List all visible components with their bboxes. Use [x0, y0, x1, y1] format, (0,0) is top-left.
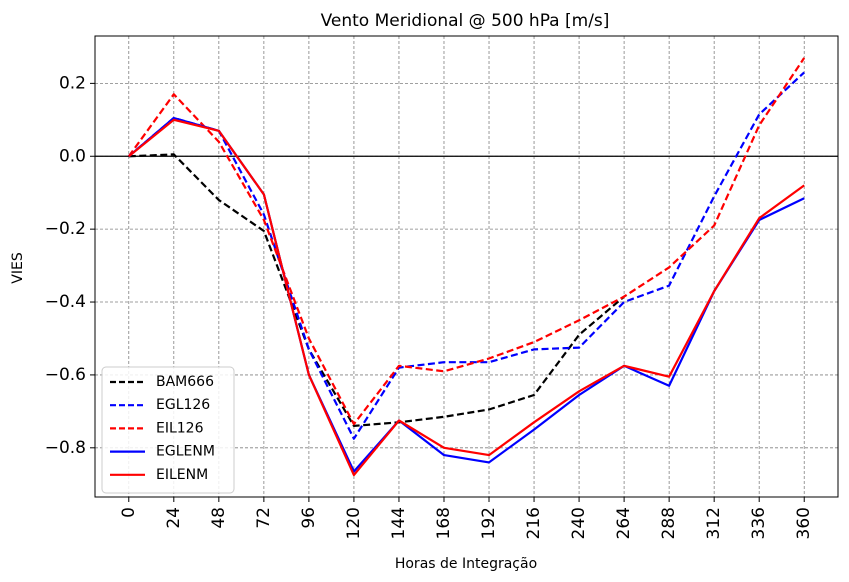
- x-tick-label: 264: [614, 507, 634, 539]
- x-tick-label: 0: [119, 507, 139, 518]
- y-axis-ticks: 0.2 0.0 −0.2 −0.4 −0.6 −0.8: [45, 73, 95, 458]
- x-axis-label: Horas de Integração: [395, 556, 537, 572]
- series-line-eil126: [127, 57, 806, 426]
- legend: BAM666 EGL126 EIL126 EGLENM EILENM: [101, 366, 235, 494]
- legend-label: EIL126: [156, 420, 204, 436]
- x-tick-label: 120: [344, 507, 364, 539]
- x-tick-label: 48: [209, 507, 229, 529]
- x-axis-ticks: 0 24 48 72 96 120 144 168 192 216 240 264 288 312 336 3…: [119, 497, 814, 539]
- legend-label: EGLENM: [156, 444, 215, 460]
- series-line-eilenm: [128, 118, 805, 477]
- y-tick-label: −0.2: [45, 219, 86, 239]
- y-axis-label: VIES: [10, 252, 26, 284]
- legend-label: EILENM: [156, 467, 208, 483]
- x-tick-label: 288: [659, 507, 679, 539]
- legend-label: BAM666: [156, 374, 214, 390]
- y-tick-label: −0.8: [45, 438, 86, 458]
- y-tick-label: 0.0: [59, 146, 86, 166]
- x-tick-label: 312: [704, 507, 724, 539]
- legend-label: EGL126: [156, 397, 210, 413]
- x-tick-label: 336: [749, 507, 769, 539]
- x-tick-label: 240: [569, 507, 589, 539]
- series-lines: [127, 57, 806, 477]
- y-tick-label: −0.6: [45, 365, 86, 385]
- x-tick-label: 192: [479, 507, 499, 539]
- y-tick-label: 0.2: [59, 73, 86, 93]
- x-tick-label: 144: [389, 507, 409, 539]
- x-tick-label: 216: [524, 507, 544, 539]
- x-tick-label: 72: [254, 507, 274, 529]
- x-tick-label: 168: [434, 507, 454, 539]
- chart-title: Vento Meridional @ 500 hPa [m/s]: [321, 11, 610, 31]
- x-tick-label: 24: [164, 507, 184, 529]
- y-tick-label: −0.4: [45, 292, 86, 312]
- series-line-bam666: [128, 153, 625, 427]
- x-tick-label: 360: [794, 507, 814, 539]
- plot-frame: [94, 35, 839, 498]
- x-tick-label: 96: [299, 507, 319, 529]
- series-line-egl126: [128, 71, 805, 440]
- legend-box: [101, 366, 235, 494]
